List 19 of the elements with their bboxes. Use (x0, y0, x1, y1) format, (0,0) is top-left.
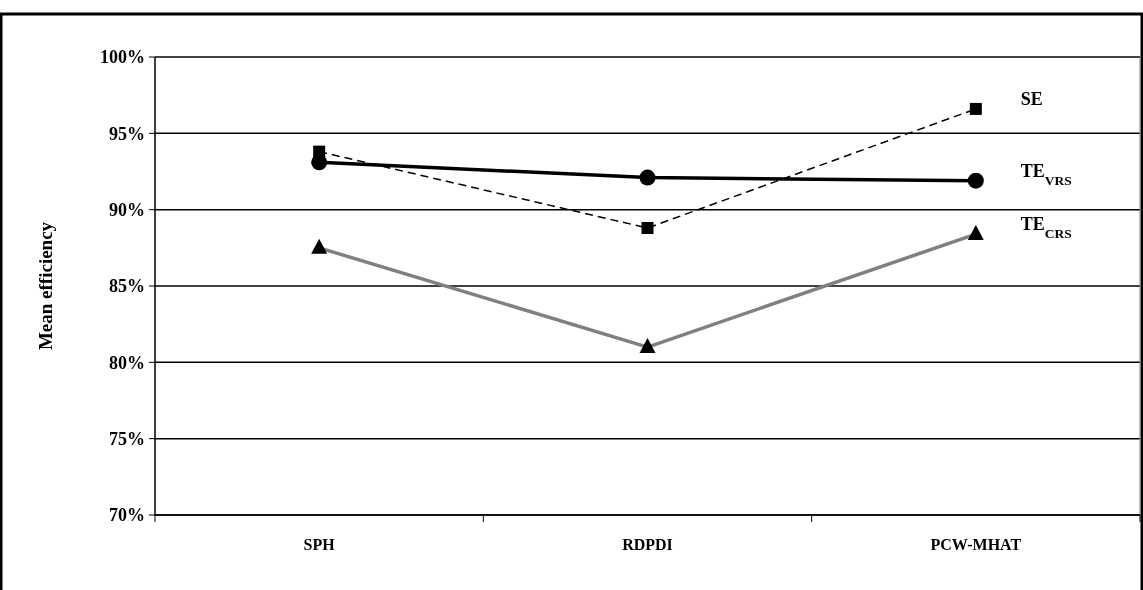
point (969, 102, 982, 115)
y-tick-label: 95% (109, 123, 145, 144)
point (639, 169, 656, 186)
text: TE$_{VRS}$ (1020, 160, 1072, 188)
y-tick-label: 70% (109, 505, 145, 526)
y-tick-label: 90% (109, 199, 145, 220)
x-tick-label: RDPDI (622, 536, 673, 553)
y-axis-title: Mean efficiency (35, 221, 56, 351)
point (641, 221, 654, 234)
point (311, 154, 328, 171)
y-tick-label: 85% (109, 276, 145, 297)
text: SE (1020, 88, 1043, 109)
point (967, 172, 984, 189)
x-tick-label: SPH (303, 536, 336, 553)
y-tick-label: 75% (109, 428, 145, 449)
x-tick-label: PCW-MHAT (930, 536, 1022, 553)
text: TE$_{CRS}$ (1020, 214, 1072, 241)
y-tick-label: 100% (100, 47, 145, 68)
y-tick-label: 80% (109, 352, 145, 373)
